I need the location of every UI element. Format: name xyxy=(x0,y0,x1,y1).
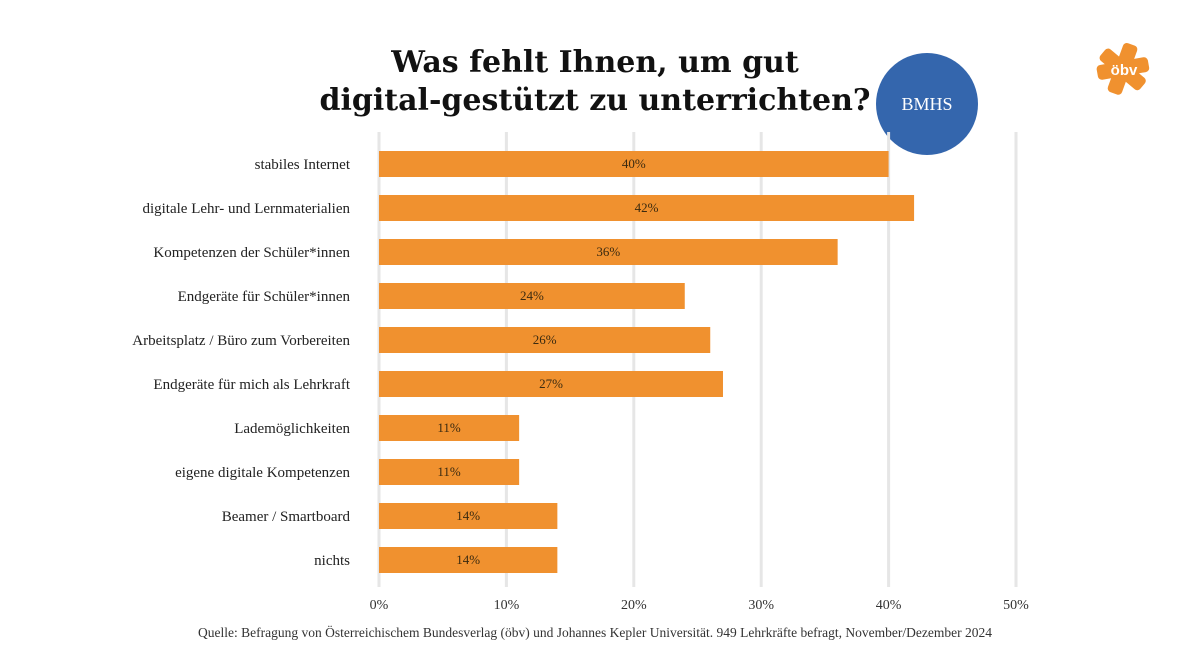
x-axis-ticks: 0% 10% 20% 30% 40% 50% xyxy=(370,598,1030,613)
category-label: Arbeitsplatz / Büro zum Vorbereiten xyxy=(132,333,350,349)
title-line-2: digital-gestützt zu unterrichten? xyxy=(319,83,871,118)
title-line-1: Was fehlt Ihnen, um gut xyxy=(391,45,799,80)
x-tick-label: 30% xyxy=(748,598,774,613)
bar xyxy=(379,503,558,529)
bar xyxy=(379,151,889,177)
value-label: 36% xyxy=(596,244,620,259)
category-label: Kompetenzen der Schüler*innen xyxy=(153,245,350,261)
bar xyxy=(379,239,838,265)
category-label: stabiles Internet xyxy=(255,157,351,173)
x-tick-label: 20% xyxy=(621,598,647,613)
category-label: Endgeräte für Schüler*innen xyxy=(178,289,351,305)
category-label: Lademöglichkeiten xyxy=(234,421,350,437)
category-label: eigene digitale Kompetenzen xyxy=(175,465,350,481)
value-label: 14% xyxy=(456,552,480,567)
x-tick-label: 40% xyxy=(876,598,902,613)
category-label: Beamer / Smartboard xyxy=(222,509,351,525)
value-label: 11% xyxy=(437,464,461,479)
bar xyxy=(379,327,711,353)
bar-chart: 40% 42% 36% 24% 26% 27% 11% 11% 14% 14% stabiles … xyxy=(132,132,1030,613)
bar xyxy=(379,547,558,573)
bar xyxy=(379,459,520,485)
value-label: 40% xyxy=(622,156,646,171)
bar xyxy=(379,415,520,441)
bar xyxy=(379,195,915,221)
value-labels: 40% 42% 36% 24% 26% 27% 11% 11% 14% 14% xyxy=(437,156,658,567)
value-label: 24% xyxy=(520,288,544,303)
x-tick-label: 50% xyxy=(1003,598,1029,613)
category-label: nichts xyxy=(314,553,350,569)
x-tick-label: 0% xyxy=(370,598,389,613)
value-label: 14% xyxy=(456,508,480,523)
value-label: 42% xyxy=(635,200,659,215)
logo-text: öbv xyxy=(1111,62,1138,79)
bar xyxy=(379,283,685,309)
obv-logo: öbv xyxy=(1096,42,1150,95)
value-label: 26% xyxy=(533,332,557,347)
value-label: 11% xyxy=(437,420,461,435)
value-label: 27% xyxy=(539,376,563,391)
category-label: digitale Lehr- und Lernmaterialien xyxy=(142,201,350,217)
bar xyxy=(379,371,723,397)
category-labels: stabiles Internet digitale Lehr- und Lern… xyxy=(132,157,351,569)
x-tick-label: 10% xyxy=(494,598,520,613)
bars xyxy=(379,151,915,573)
category-badge: BMHS xyxy=(876,53,978,155)
chart-title: Was fehlt Ihnen, um gut digital-gestützt… xyxy=(300,44,890,120)
source-note: Quelle: Befragung von Österreichischem B… xyxy=(198,625,992,640)
category-label: Endgeräte für mich als Lehrkraft xyxy=(153,377,350,393)
